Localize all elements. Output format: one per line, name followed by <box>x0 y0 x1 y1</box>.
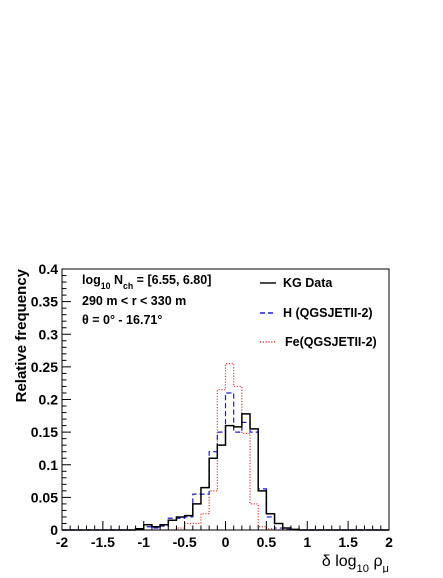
y-tick-label: 0.4 <box>39 261 59 277</box>
x-tick-label: 1.5 <box>338 534 358 550</box>
y-tick-label: 0.1 <box>39 457 59 473</box>
annotation-text: 290 m < r < 330 m <box>82 294 186 308</box>
legend-label: H (QGSJETII-2) <box>283 306 373 320</box>
x-tick-label: -0.5 <box>173 534 197 550</box>
y-tick-label: 0.15 <box>31 424 58 440</box>
y-tick-label: 0 <box>50 522 58 538</box>
x-tick-label: -1 <box>138 534 151 550</box>
x-tick-label: 1 <box>303 534 311 550</box>
x-axis-title: δ log10 ρμ <box>322 553 389 573</box>
annotation-text: θ = 0° - 16.71° <box>82 313 162 327</box>
y-tick-label: 0.05 <box>31 489 58 505</box>
legend-label: Fe(QGSJETII-2) <box>285 335 377 349</box>
text-layer: -2 -1.5 -1 -0.5 0 0.5 1 1.5 2 0 0.05 0.1 0.15 0.2 0.25… <box>13 261 393 575</box>
x-tick-label: -2 <box>56 534 69 550</box>
y-tick-label: 0.25 <box>31 359 58 375</box>
x-tick-label: 0.5 <box>257 534 277 550</box>
x-tick-label: -1.5 <box>91 534 115 550</box>
annotation-text: log10 Nch = [6.55, 6.80] <box>82 273 211 291</box>
legend-label: KG Data <box>283 276 333 290</box>
y-tick-label: 0.2 <box>39 392 59 408</box>
x-tick-label: 2 <box>385 534 393 550</box>
axes-layer <box>61 268 390 531</box>
y-axis-title: Relative frequency <box>13 268 30 402</box>
y-tick-label: 0.3 <box>39 326 59 342</box>
x-tick-label: 0 <box>222 534 230 550</box>
y-tick-label: 0.35 <box>31 294 58 310</box>
